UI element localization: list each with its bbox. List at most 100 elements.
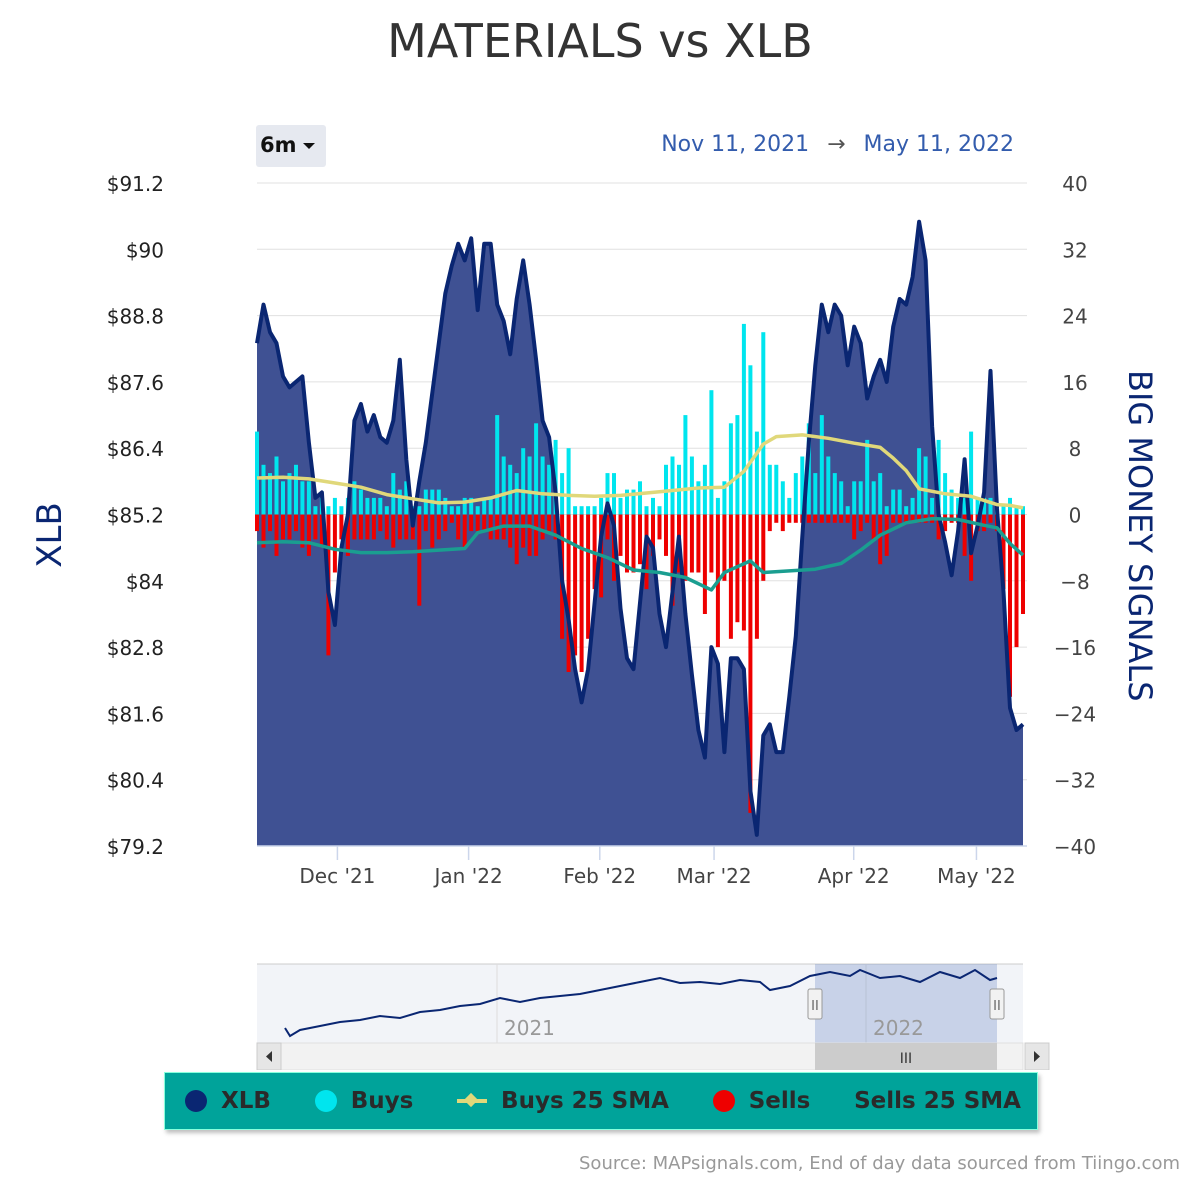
date-range[interactable]: Nov 11, 2021 → May 11, 2022	[661, 132, 1014, 157]
sells-bar	[625, 514, 629, 573]
sells-bar	[780, 514, 785, 532]
sells-bar	[423, 514, 428, 532]
right-axis-tick-label: 32	[1062, 238, 1087, 262]
buys-bar	[845, 506, 850, 515]
buys-bar	[988, 497, 993, 515]
buys-bar	[832, 473, 837, 515]
buys-bar	[923, 456, 928, 515]
buys-bar	[956, 497, 961, 515]
chart-title: MATERIALS vs XLB	[387, 14, 813, 68]
left-axis-tick-label: $88.8	[107, 305, 164, 329]
sells-bar	[1014, 514, 1019, 648]
buys-bar	[255, 431, 259, 515]
buys-bar	[371, 497, 376, 515]
buys-bar	[540, 456, 545, 515]
sells-bar	[683, 514, 688, 581]
x-axis-tick-label: Dec '21	[299, 864, 375, 888]
legend-marker-buys	[314, 1090, 337, 1112]
buys-bar	[891, 489, 896, 515]
sells-bar	[332, 514, 337, 573]
sells-bar	[943, 514, 948, 532]
range-selector[interactable]: 6m	[256, 125, 326, 167]
sells-bar	[631, 514, 636, 573]
sells-bar	[508, 514, 513, 548]
sells-bar	[527, 514, 532, 556]
buys-bar	[586, 506, 591, 515]
buys-bar	[268, 473, 272, 515]
buys-bar	[599, 497, 604, 515]
buys-bar	[521, 448, 526, 515]
x-axis-tick-label: Apr '22	[818, 864, 890, 888]
navigator-handle-left[interactable]	[807, 988, 823, 1020]
handle-grip-icon: II	[811, 999, 819, 1014]
legend-item-buys-sma[interactable]: Buys 25 SMA	[457, 1088, 669, 1114]
buys-bar	[774, 464, 779, 515]
buys-bar	[566, 448, 571, 515]
date-to[interactable]: May 11, 2022	[863, 132, 1014, 157]
navigator-handle-right[interactable]	[989, 988, 1005, 1020]
sells-bar	[371, 514, 376, 540]
buys-bar	[573, 506, 578, 515]
sells-bar	[397, 514, 402, 540]
legend-marker-buys-sma	[457, 1090, 488, 1112]
buys-bar	[495, 415, 500, 515]
sells-bar	[761, 514, 766, 581]
legend-item-xlb[interactable]: XLB	[185, 1088, 271, 1114]
sells-bar	[573, 514, 578, 656]
sells-bar	[443, 514, 448, 532]
left-axis-tick-label: $82.8	[107, 636, 164, 660]
buys-bar	[605, 473, 610, 515]
sells-bar	[988, 514, 993, 523]
sells-bar	[806, 514, 811, 523]
sells-bar	[651, 514, 655, 556]
sells-bar	[586, 514, 591, 639]
x-axis-tick-label: Jan '22	[433, 864, 503, 888]
sells-bar	[579, 514, 584, 672]
sells-bar	[962, 514, 967, 556]
legend-marker-xlb	[185, 1090, 207, 1112]
sells-bar	[514, 514, 519, 565]
sells-bar	[255, 514, 259, 532]
left-axis-tick-label: $80.4	[107, 769, 164, 793]
buys-bar	[917, 448, 922, 515]
sells-bar	[540, 514, 545, 540]
chart-svg[interactable]: $91.2 40 $90 32 $88.8 24 $87.6 16 $86.4 8 $85.2 0 $8…	[0, 0, 1200, 1070]
sells-bar	[865, 514, 870, 523]
right-axis-tick-label: −32	[1054, 769, 1096, 793]
sells-bar	[638, 514, 642, 565]
sells-bar	[858, 514, 863, 532]
handle-grip-icon: II	[993, 999, 1001, 1014]
date-from[interactable]: Nov 11, 2021	[661, 132, 810, 157]
sells-bar	[787, 514, 792, 523]
buys-bar	[683, 415, 688, 515]
sells-bar	[462, 514, 467, 548]
buys-bar	[638, 481, 642, 515]
buys-bar	[949, 489, 954, 515]
chevron-right-icon	[1034, 1051, 1040, 1062]
left-axis-tick-label: $85.2	[107, 504, 164, 528]
buys-bar	[501, 456, 506, 515]
sells-bar	[1021, 514, 1025, 614]
sells-bar	[917, 514, 922, 523]
sells-bar	[702, 514, 707, 614]
sells-bar	[358, 514, 363, 540]
buys-bar	[651, 497, 655, 515]
buys-bar	[722, 481, 727, 515]
sells-bar	[664, 514, 668, 556]
x-axis-tick-label: Mar '22	[677, 864, 752, 888]
buys-bar	[612, 473, 616, 515]
legend-item-buys[interactable]: Buys	[314, 1088, 413, 1114]
buys-bar	[1001, 506, 1006, 515]
buys-bar	[969, 431, 974, 515]
buys-bar	[819, 415, 824, 515]
sells-bar	[319, 514, 324, 548]
sells-bar	[832, 514, 837, 523]
legend-item-sells[interactable]: Sells	[712, 1088, 810, 1114]
scrollbar-thumb[interactable]	[815, 1043, 997, 1070]
legend-item-sells-sma[interactable]: Sells 25 SMA	[854, 1088, 1021, 1114]
sells-bar	[306, 514, 311, 556]
right-axis-tick-label: −24	[1054, 702, 1096, 726]
sells-bar	[878, 514, 883, 565]
sells-bar	[300, 514, 305, 548]
